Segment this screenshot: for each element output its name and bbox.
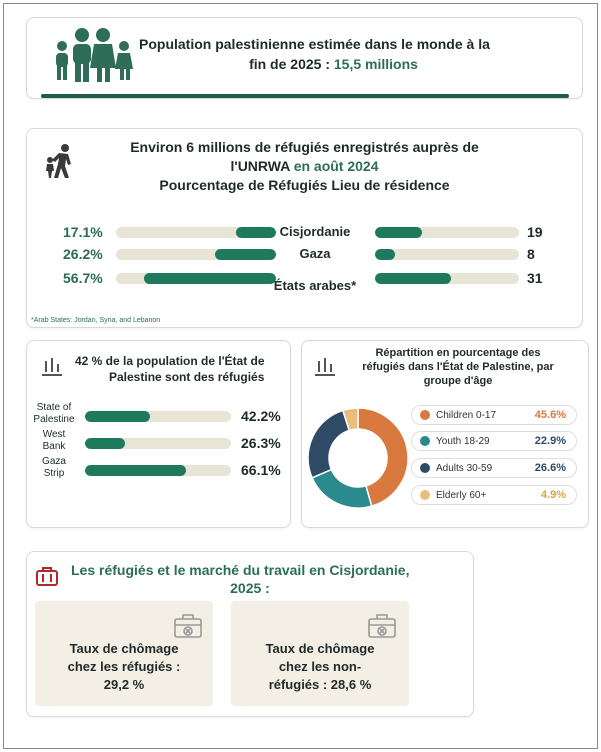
share-title-line2: Palestine sont des réfugiés xyxy=(109,370,265,384)
population-value: 15,5 millions xyxy=(333,56,418,72)
residence-count-bar xyxy=(375,249,395,260)
residence-percent-track xyxy=(116,227,276,238)
residence-location: Gaza xyxy=(299,246,331,261)
residence-count-bar xyxy=(375,273,451,284)
share-value-label: 26.3% xyxy=(241,435,281,451)
residence-count-track xyxy=(375,273,519,284)
refugees-card: Environ 6 millions de réfugiés enregistr… xyxy=(26,128,583,328)
share-value-label: 66.1% xyxy=(241,462,281,478)
donut-slice-adults-30-59 xyxy=(307,409,351,479)
labour-title-line2: 2025 : xyxy=(230,580,270,596)
share-bar xyxy=(85,438,126,449)
age-legend-item: Youth 18-29 22.9% xyxy=(411,431,577,451)
refugees-date: en août 2024 xyxy=(293,158,379,174)
labour-card: Les réfugiés et le marché du travail en … xyxy=(26,551,474,717)
legend-swatch xyxy=(420,463,430,473)
donut-slice-elderly-60- xyxy=(341,407,359,432)
share-category-line: Palestine xyxy=(33,414,75,425)
share-bar xyxy=(85,411,150,422)
bar-chart-icon xyxy=(315,358,335,376)
refugees-title-line1: Environ 6 millions de réfugiés enregistr… xyxy=(130,139,479,155)
tile1-value: 29,2 % xyxy=(103,677,145,692)
residence-count-label: 31 xyxy=(527,270,543,286)
tile2-value: réfugiés : 28,6 % xyxy=(268,677,372,692)
briefcase-icon xyxy=(36,567,58,586)
residence-percent-label: 56.7% xyxy=(63,270,103,286)
share-category-line: State of xyxy=(36,402,72,413)
residence-percent-bar xyxy=(215,249,276,260)
refugees-title-line2: l'UNRWA xyxy=(230,158,294,174)
legend-swatch xyxy=(420,410,430,420)
share-card: 42 % de la population de l'État de Pales… xyxy=(26,340,291,528)
briefcase-x-icon xyxy=(174,614,202,638)
bar-chart-icon xyxy=(42,358,62,376)
briefcase-x-icon xyxy=(368,614,396,638)
legend-value: 26.6% xyxy=(534,462,566,474)
residence-percent-bar xyxy=(236,227,276,238)
age-title-line1: Répartition en pourcentage des xyxy=(375,347,541,359)
labour-title-line1: Les réfugiés et le marché du travail en … xyxy=(71,562,410,578)
residence-percent-bar xyxy=(144,273,276,284)
nonrefugee-unemployment-tile: Taux de chômage chez les non- réfugiés :… xyxy=(231,601,409,706)
age-title-line3: groupe d'âge xyxy=(423,375,493,387)
age-legend-item: Adults 30-59 26.6% xyxy=(411,458,577,478)
legend-swatch xyxy=(420,490,430,500)
legend-value: 4.9% xyxy=(540,489,566,501)
legend-label: Children 0-17 xyxy=(436,410,497,421)
share-track xyxy=(85,438,231,449)
legend-value: 45.6% xyxy=(534,409,566,421)
residence-count-label: 19 xyxy=(527,224,543,240)
legend-label: Adults 30-59 xyxy=(436,463,493,474)
age-legend-item: Elderly 60+ 4.9% xyxy=(411,485,577,505)
share-category-line: West xyxy=(42,429,66,440)
residence-location: Cisjordanie xyxy=(279,224,351,239)
share-category-label: State of Palestine xyxy=(29,402,79,426)
residence-percent-label: 26.2% xyxy=(63,246,103,262)
share-track xyxy=(85,411,231,422)
refugees-subtitle: Pourcentage de Réfugiés Lieu de résidenc… xyxy=(159,177,450,193)
population-line2-prefix: fin de 2025 : xyxy=(249,56,334,72)
share-category-line: Gaza xyxy=(42,456,66,467)
share-category-line: Bank xyxy=(42,441,66,452)
residence-count-track xyxy=(375,227,519,238)
legend-label: Elderly 60+ xyxy=(436,490,487,501)
population-line1: Population palestinienne estimée dans le… xyxy=(139,36,490,52)
residence-percent-label: 17.1% xyxy=(63,224,103,240)
tile2-line2: chez les non- xyxy=(278,659,362,674)
tile1-line2: chez les réfugiés : xyxy=(67,659,181,674)
age-donut-chart xyxy=(307,407,409,509)
share-value-label: 42.2% xyxy=(241,408,281,424)
population-card: Population palestinienne estimée dans le… xyxy=(26,17,583,99)
residence-percent-track xyxy=(116,249,276,260)
page-frame xyxy=(3,3,598,749)
share-category-label: Gaza Strip xyxy=(29,456,79,480)
residence-location: États arabes* xyxy=(273,278,357,293)
legend-value: 22.9% xyxy=(534,435,566,447)
legend-swatch xyxy=(420,436,430,446)
tile1-line1: Taux de chômage xyxy=(69,641,179,656)
tile2-line1: Taux de chômage xyxy=(265,641,375,656)
age-legend-item: Children 0-17 45.6% xyxy=(411,405,577,425)
donut-slice-children-0-17 xyxy=(357,407,409,508)
arab-states-footnote: *Arab States: Jordan, Syria, and Lebanon xyxy=(31,317,161,324)
legend-label: Youth 18-29 xyxy=(436,436,490,447)
share-title-line1: 42 % de la population de l'État de xyxy=(75,354,265,368)
share-track xyxy=(85,465,231,476)
age-title-line2: réfugiés dans l'État de Palestine, par xyxy=(362,361,554,373)
header-divider xyxy=(41,94,569,98)
residence-count-track xyxy=(375,249,519,260)
family-icon xyxy=(56,28,133,82)
residence-count-label: 8 xyxy=(527,246,535,262)
residence-percent-track xyxy=(116,273,276,284)
residence-count-bar xyxy=(375,227,422,238)
share-category-label: West Bank xyxy=(29,429,79,453)
refugee-walking-icon xyxy=(46,144,71,178)
share-category-line: Strip xyxy=(43,468,65,479)
refugee-unemployment-tile: Taux de chômage chez les réfugiés : 29,2… xyxy=(35,601,213,706)
share-bar xyxy=(85,465,187,476)
donut-slice-youth-18-29 xyxy=(311,468,373,509)
